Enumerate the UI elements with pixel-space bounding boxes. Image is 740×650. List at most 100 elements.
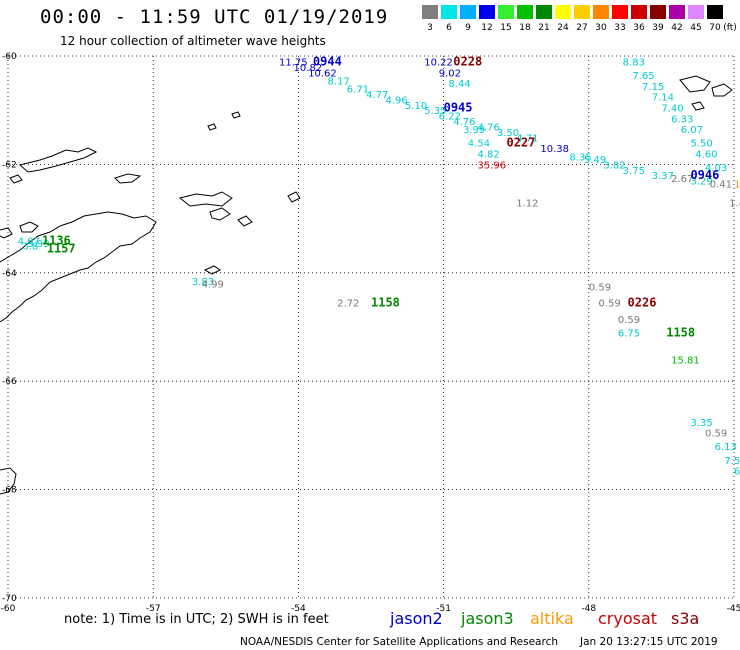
- coastline-island: [9, 174, 23, 184]
- coastline: [0, 75, 733, 495]
- wave-height-value: 3.99: [463, 125, 485, 136]
- wave-height-value: 4.96: [386, 95, 408, 106]
- color-swatch: [460, 5, 476, 19]
- wave-height-value: 0.59: [589, 282, 611, 293]
- longitude-label: -57: [146, 604, 161, 614]
- wave-height-value: 2.72: [337, 299, 359, 310]
- axis-labels: -60-62-64-66-68-70-60 -57 -54 -51 -48 -45: [1, 52, 740, 614]
- wave-height-value: 8.17: [327, 76, 349, 87]
- pass-time-label: 1157: [47, 241, 76, 255]
- wave-height-value: 4.99: [202, 280, 224, 291]
- wave-height-value: 10.38: [540, 144, 569, 155]
- color-bin-label: 6: [446, 23, 452, 33]
- color-swatch: [612, 5, 628, 19]
- wave-height-value: 6.71: [347, 85, 369, 96]
- color-bin-label: 70: [709, 23, 721, 33]
- latitude-label: -70: [2, 594, 17, 604]
- color-swatch: [555, 5, 571, 19]
- color-swatch: [631, 5, 647, 19]
- pass-time-label: 1136: [42, 233, 71, 247]
- credit-line: NOAA/NESDIS Center for Satellite Applica…: [240, 636, 558, 648]
- coastline-island: [691, 101, 705, 111]
- coastline-island: [19, 221, 39, 233]
- longitude-label: -60: [1, 604, 16, 614]
- pass-time-label: 0946: [690, 168, 719, 182]
- coastline-island: [209, 207, 231, 221]
- wave-height-value: 10.22: [424, 57, 453, 68]
- wave-height-value: 3.75: [623, 166, 645, 177]
- legend-s3a: s3a: [671, 609, 700, 628]
- wave-height-value: 4.54: [468, 139, 490, 150]
- wave-height-value: 7.65: [632, 71, 654, 82]
- wave-height-value: 7.40: [661, 103, 683, 114]
- color-swatch: [441, 5, 457, 19]
- color-swatch: [650, 5, 666, 19]
- legend-jason3: jason3: [461, 609, 514, 628]
- latitude-label: -60: [2, 52, 17, 62]
- pass-time-label: 0945: [444, 100, 473, 114]
- pass-time-label: 0226: [628, 296, 657, 310]
- wave-height-value: 3.29: [690, 177, 712, 188]
- color-bin-label: 3: [427, 23, 433, 33]
- wave-height-value: 7.5: [724, 456, 740, 467]
- pass-time-label: 0228: [453, 54, 482, 68]
- wave-height-value: 1.4: [729, 198, 740, 209]
- wave-height-value: 7.15: [642, 82, 664, 93]
- wave-height-value: 4.76: [453, 117, 475, 128]
- wave-height-value: 8.83: [623, 57, 645, 68]
- color-bin-label: 27: [576, 23, 588, 33]
- wave-height-value: 4.76: [477, 122, 499, 133]
- wave-height-value: 5.49: [584, 155, 606, 166]
- longitude-label: -54: [291, 604, 306, 614]
- wave-height-value: 10.62: [308, 68, 337, 79]
- color-unit-label: (ft): [723, 23, 737, 33]
- observations-layer: 11.7510.8210.628.176.714.774.965.105.356…: [18, 57, 740, 477]
- coastline-island: [207, 123, 217, 131]
- legend-cryosat: cryosat: [598, 609, 658, 628]
- wave-height-value: 3.99: [27, 239, 49, 250]
- coastline-south-shetland: [18, 147, 98, 173]
- wave-height-value: 3.37: [652, 171, 674, 182]
- wave-height-value: 5.35: [424, 106, 446, 117]
- color-bin-label: 12: [481, 23, 493, 33]
- wave-height-value: 10.82: [294, 63, 323, 74]
- coastline-island: [178, 191, 233, 207]
- longitude-label: -45: [727, 604, 740, 614]
- wave-height-value: 3.8: [23, 242, 39, 253]
- wave-height-value: 15.81: [671, 356, 700, 367]
- wave-height-value: 7.14: [652, 93, 674, 104]
- latitude-label: -66: [2, 377, 17, 387]
- color-swatch: [517, 5, 533, 19]
- wave-height-value: 5.50: [690, 139, 712, 150]
- generated-timestamp: Jan 20 13:27:15 UTC 2019: [580, 636, 718, 648]
- coastline-island: [711, 83, 733, 97]
- wave-height-value: 3.83: [192, 277, 214, 288]
- coastline-island: [203, 265, 221, 275]
- wave-height-value: 6.75: [618, 328, 640, 339]
- color-bin-label: 24: [557, 23, 569, 33]
- wave-height-value: 6.33: [671, 114, 693, 125]
- wave-height-value: 0.59: [598, 299, 620, 310]
- legend-altika: altika: [530, 609, 574, 628]
- coastline-antarctic-peninsula: [0, 211, 157, 323]
- color-swatch: [688, 5, 704, 19]
- latitude-label: -68: [2, 486, 17, 496]
- wave-height-value: 1.12: [516, 198, 538, 209]
- color-bin-label: 18: [519, 23, 531, 33]
- wave-height-value: 5.10: [405, 101, 427, 112]
- color-bin-label: 39: [652, 23, 664, 33]
- pass-time-label: 0227: [507, 136, 536, 150]
- wave-height-value: 4.07: [18, 236, 40, 247]
- wave-height-value: 11.75: [279, 57, 308, 68]
- wave-height-value: 2.67: [671, 174, 693, 185]
- color-swatch: [498, 5, 514, 19]
- legend-jason2: jason2: [390, 609, 443, 628]
- coastline-island: [231, 111, 241, 119]
- coastline-island: [287, 191, 301, 203]
- latitude-label: -64: [2, 269, 17, 279]
- color-swatch: [593, 5, 609, 19]
- color-swatch: [574, 5, 590, 19]
- map-subtitle: 12 hour collection of altimeter wave hei…: [60, 34, 326, 48]
